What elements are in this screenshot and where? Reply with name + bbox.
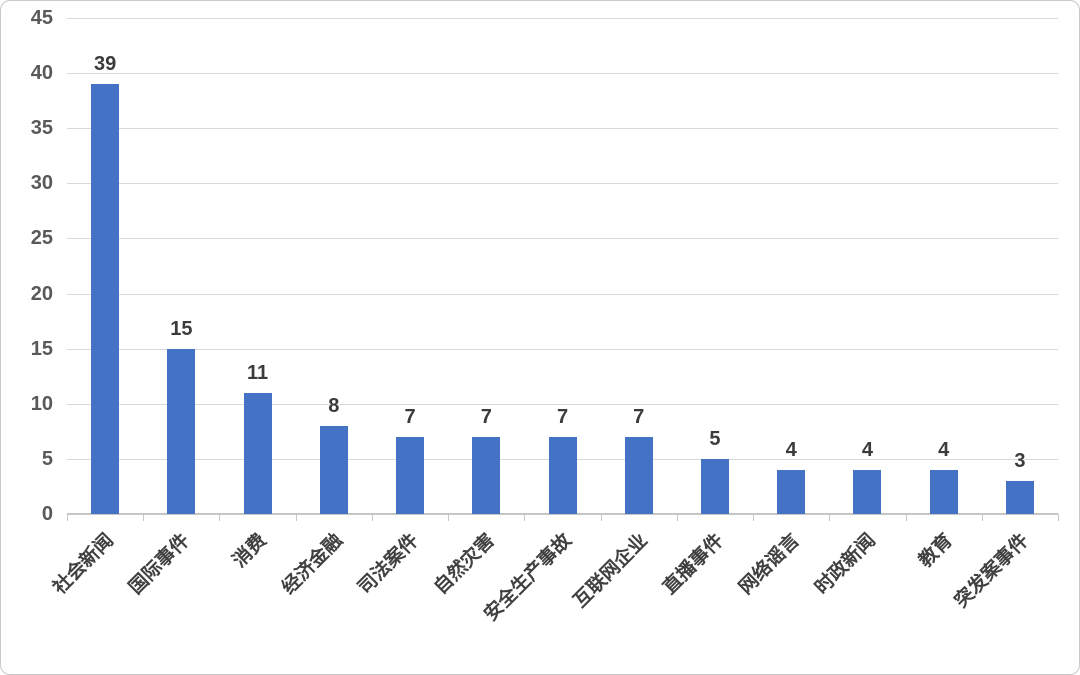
- bar-value-label: 4: [938, 438, 950, 461]
- x-axis-tick-mark: [143, 514, 145, 521]
- x-axis-tick-mark: [219, 514, 221, 521]
- bar-value-label: 4: [785, 438, 797, 461]
- gridline: [67, 238, 1058, 240]
- x-axis-tick-mark: [1058, 514, 1059, 521]
- bar: [548, 436, 577, 514]
- x-axis-tick-mark: [295, 514, 297, 521]
- bar: [167, 348, 196, 514]
- y-axis-tick-label: 25: [30, 227, 53, 250]
- x-axis-tick-mark: [829, 514, 831, 521]
- gridline: [67, 293, 1058, 295]
- bar: [929, 469, 958, 514]
- x-axis-tick-mark: [905, 514, 907, 521]
- x-axis-tick-mark: [753, 514, 755, 521]
- y-axis-tick-label: 5: [41, 447, 53, 470]
- bar: [243, 392, 272, 514]
- y-axis-tick-label: 10: [30, 392, 53, 415]
- bar-value-label: 8: [328, 394, 340, 417]
- bar: [853, 469, 882, 514]
- bar: [624, 436, 653, 514]
- bar: [777, 469, 806, 514]
- x-axis-tick-mark: [448, 514, 450, 521]
- bar: [472, 436, 501, 514]
- bar: [1005, 480, 1034, 514]
- y-axis-tick-label: 20: [30, 282, 53, 305]
- y-axis-tick-label: 30: [30, 172, 53, 195]
- bar: [319, 425, 348, 514]
- y-axis-tick-label: 45: [30, 7, 53, 29]
- bar-value-label: 11: [246, 361, 269, 384]
- bar-value-label: 3: [1014, 449, 1026, 472]
- x-axis-tick-mark: [524, 514, 526, 521]
- bar-value-label: 5: [709, 427, 721, 450]
- x-axis-tick-mark: [67, 514, 68, 521]
- y-axis-tick-label: 40: [30, 62, 53, 85]
- gridline: [67, 128, 1058, 130]
- bar-value-label: 7: [404, 405, 416, 428]
- gridline: [67, 73, 1058, 75]
- gridline: [67, 18, 1058, 19]
- bar-value-label: 7: [556, 405, 569, 428]
- x-axis-tick-mark: [676, 514, 678, 521]
- y-axis-tick-label: 35: [30, 117, 53, 140]
- x-axis-tick-mark: [981, 514, 983, 521]
- gridline: [67, 348, 1058, 350]
- bar: [91, 84, 120, 514]
- bar-value-label: 39: [93, 53, 117, 76]
- bar: [396, 436, 425, 514]
- x-axis-tick-mark: [600, 514, 602, 521]
- bar: [700, 458, 729, 514]
- gridline: [67, 183, 1058, 185]
- bar-value-label: 4: [861, 438, 873, 461]
- bar-value-label: 15: [170, 317, 193, 340]
- gridline: [67, 403, 1058, 405]
- y-axis-tick-label: 0: [41, 503, 53, 525]
- x-axis-tick-mark: [371, 514, 373, 521]
- bar-value-label: 7: [480, 405, 492, 428]
- y-axis-tick-label: 15: [30, 337, 53, 360]
- bar-value-label: 7: [633, 405, 645, 428]
- x-axis-line: [67, 513, 1058, 515]
